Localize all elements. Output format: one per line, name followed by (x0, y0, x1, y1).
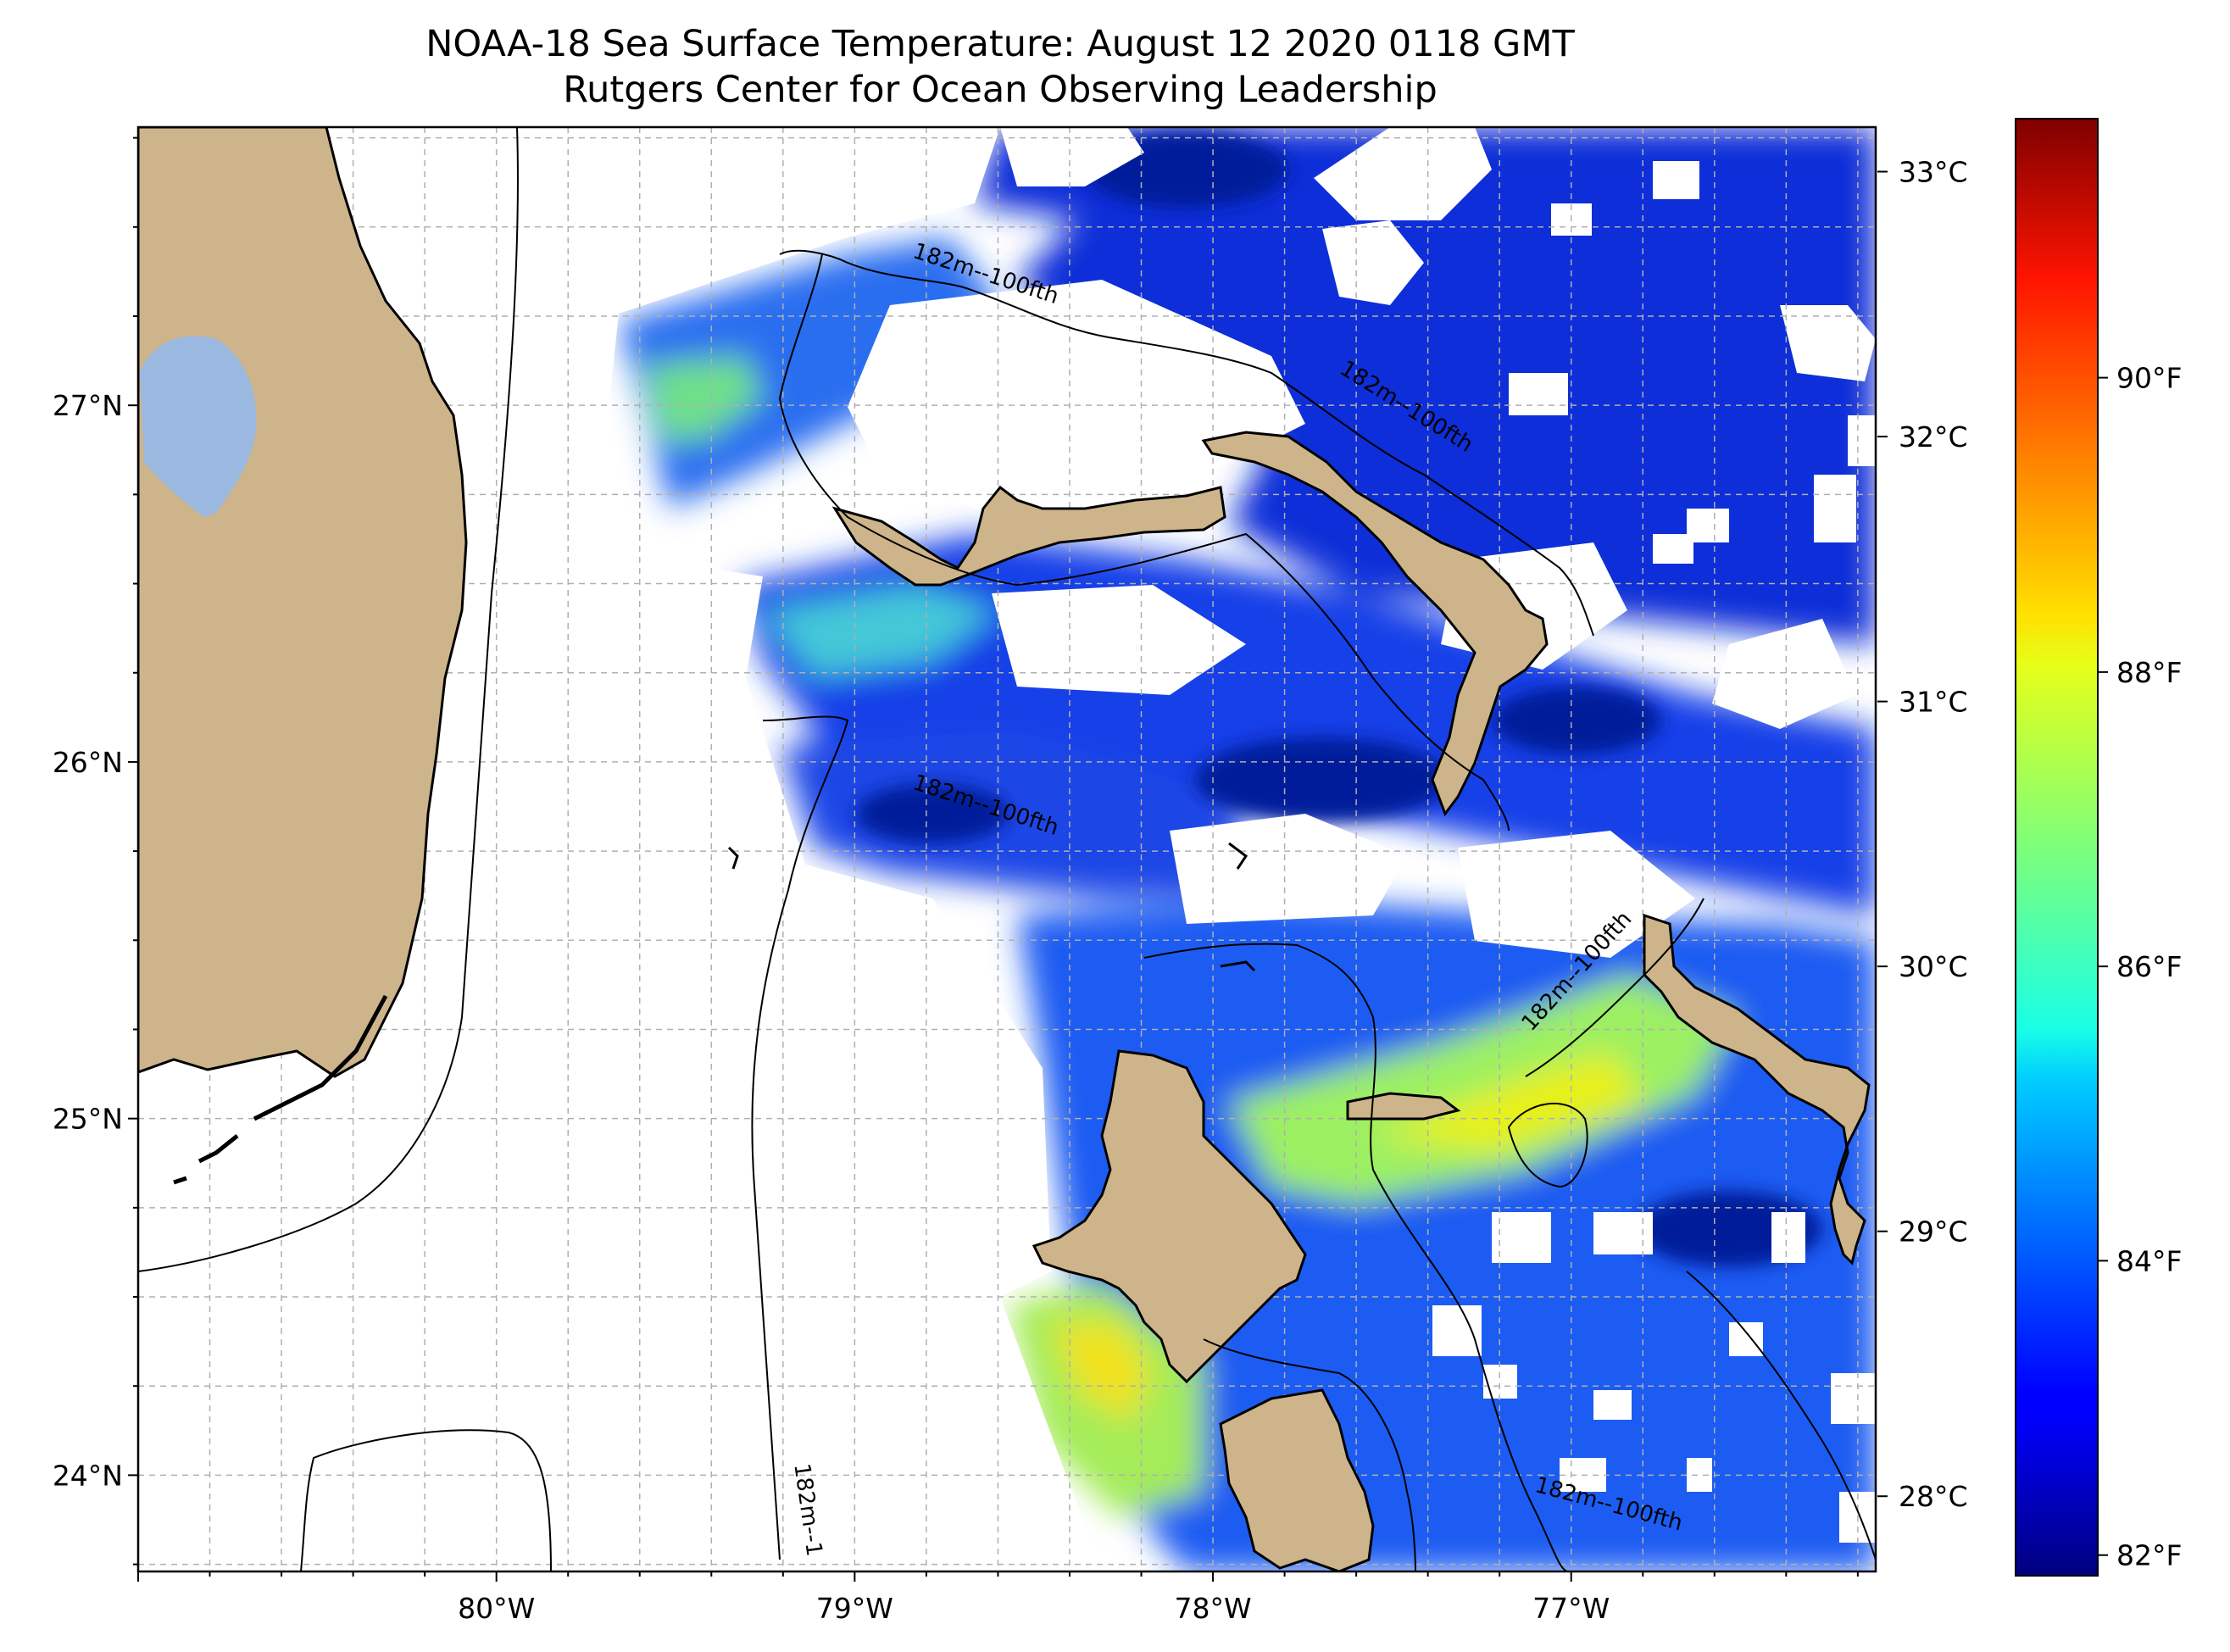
cloud-gap (1458, 831, 1695, 958)
map-frame (136, 125, 1877, 1573)
celsius-tick-label: 28°C (1899, 1480, 1968, 1513)
bathymetry-contours (138, 127, 1876, 1571)
cloud-gap (1729, 1322, 1763, 1356)
map-axis-ticks: 80°W 79°W 78°W 77°W 27°N 26°N 25°N 24°N (53, 136, 1859, 1625)
no-data-north (1000, 127, 1144, 186)
cloud-gap (1771, 1212, 1805, 1263)
map-subtitle: Rutgers Center for Ocean Observing Leade… (563, 69, 1438, 111)
lat-tick-label: 27°N (53, 389, 123, 422)
abaco-land (1201, 431, 1549, 817)
lon-tick-label: 78°W (1174, 1592, 1251, 1625)
fahrenheit-tick-label: 82°F (2116, 1539, 2182, 1572)
cloud-gap (848, 280, 1305, 517)
sst-cold-patch (1195, 737, 1449, 822)
sst-swath-west-middle (780, 729, 1271, 898)
contour-grand-bahama-bank (778, 253, 1510, 832)
cloud-gap (1483, 1365, 1517, 1399)
berry-islands-land (1346, 1092, 1461, 1121)
contour-andros-shelf (1203, 1338, 1416, 1571)
fahrenheit-tick-label: 90°F (2116, 362, 2182, 395)
cloud-gap (1492, 1212, 1551, 1263)
fahrenheit-tick-label: 84°F (2116, 1244, 2182, 1277)
cloud-gap (1780, 305, 1876, 381)
sst-swath-north (975, 127, 1876, 644)
cloud-gap (1831, 1373, 1876, 1424)
contour-eleuthera-shelf (1525, 898, 1876, 1560)
colorbar-gradient (2015, 118, 2099, 1577)
sst-warm-middle (763, 585, 1000, 678)
contour-great-bahama-bank (1143, 943, 1569, 1571)
sst-cold-patch (1492, 687, 1661, 754)
celsius-tick-label: 29°C (1899, 1215, 1968, 1249)
cloud-gap (1432, 1305, 1482, 1356)
sst-hot-south (1373, 1051, 1644, 1153)
celsius-tick-label: 32°C (1899, 420, 1968, 453)
cloud-gap (1509, 373, 1568, 415)
cloud-gap (1653, 161, 1699, 199)
cloud-gap (1322, 220, 1424, 305)
lat-tick-label: 24°N (53, 1459, 123, 1492)
contour-gulf-stream-east (751, 715, 849, 1560)
lon-tick-label: 80°W (458, 1592, 535, 1625)
sst-warm-northwest (644, 356, 763, 441)
andros-land (1032, 1049, 1307, 1384)
lat-tick-label: 26°N (53, 746, 123, 779)
bimini-islets (727, 842, 1256, 972)
celsius-tick-label: 33°C (1899, 156, 1968, 189)
cloud-gap (1314, 127, 1492, 220)
cloud-gap (1712, 619, 1856, 729)
andros-south-land (1219, 1388, 1375, 1571)
fahrenheit-tick-label: 86°F (2116, 950, 2182, 983)
cloud-gap (1593, 1212, 1653, 1254)
cloud-gap (1814, 475, 1856, 542)
contour-tongue-ocean (1507, 1102, 1588, 1188)
sst-hot-southwest (1051, 1322, 1153, 1424)
celsius-tick-label: 30°C (1899, 950, 1968, 983)
colorbar: 28°C 29°C 30°C 31°C 32°C 33°C 82°F 84°F 86°F 88°F… (1877, 118, 2182, 1577)
map-panel: 182m--100fth182m--100fth182m--100fth182m… (136, 125, 1877, 1573)
lat-tick-label: 25°N (53, 1103, 123, 1136)
fahrenheit-tick-label: 88°F (2116, 656, 2182, 689)
lake-okeechobee (140, 336, 257, 517)
cloud-gap (1687, 509, 1729, 542)
celsius-tick-label: 31°C (1899, 686, 1968, 719)
contour-southwest (300, 1429, 552, 1571)
florida-keys (173, 994, 388, 1185)
sst-data-layer (138, 127, 1876, 1571)
cloud-gap (1848, 415, 1876, 466)
map-title: NOAA-18 Sea Surface Temperature: August … (425, 23, 1575, 65)
cloud-gap (1653, 534, 1693, 564)
lon-tick-label: 77°W (1532, 1592, 1610, 1625)
colorbar-ticks: 28°C 29°C 30°C 31°C 32°C 33°C 82°F 84°F 86°F 88°F… (1877, 156, 2182, 1572)
cloud-gap (1593, 1390, 1632, 1420)
sst-cold-patch (856, 784, 1009, 843)
contour-florida-shelf (138, 127, 519, 1272)
cloud-gap (1170, 814, 1407, 924)
contour-northwest-bank (779, 249, 1594, 637)
cloud-gap (992, 585, 1246, 695)
eleuthera-land (1643, 913, 1871, 1265)
lon-tick-label: 79°W (816, 1592, 893, 1625)
